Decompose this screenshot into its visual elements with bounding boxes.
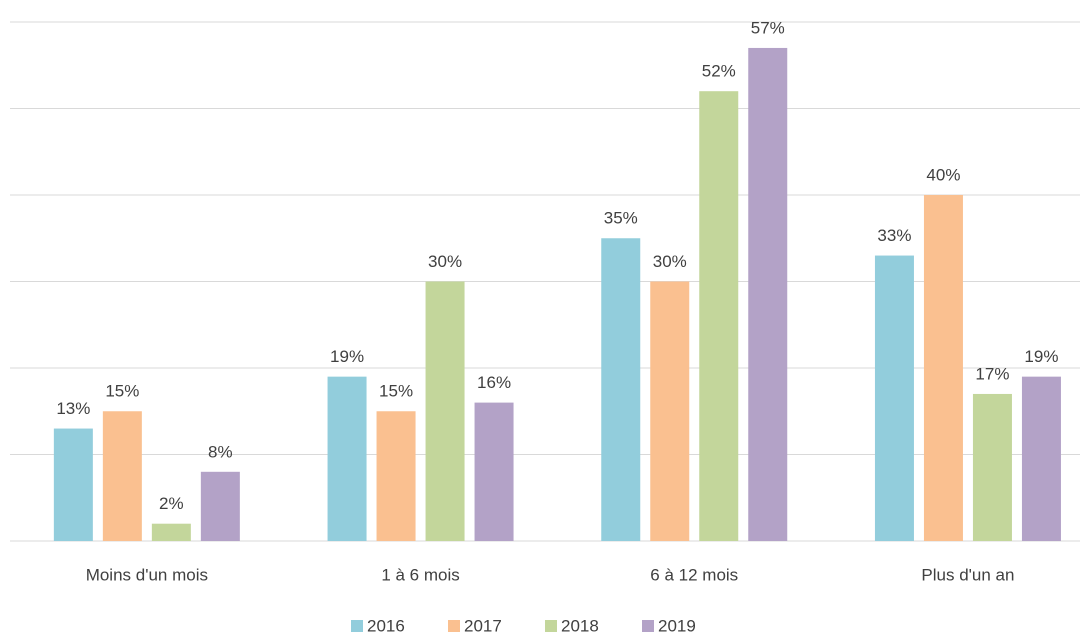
data-label: 19% xyxy=(330,347,364,366)
bar xyxy=(102,411,142,541)
bar xyxy=(1021,376,1061,541)
legend-label: 2016 xyxy=(367,616,405,634)
bar xyxy=(376,411,416,541)
legend-label: 2018 xyxy=(561,616,599,634)
bar xyxy=(874,255,914,542)
data-label: 33% xyxy=(877,226,911,245)
bar xyxy=(327,376,367,541)
bar xyxy=(53,428,93,541)
data-label: 15% xyxy=(379,382,413,401)
legend-label: 2019 xyxy=(658,616,696,634)
data-label: 40% xyxy=(926,165,960,184)
legend-swatch xyxy=(545,620,557,632)
data-label: 57% xyxy=(751,18,785,37)
legend-swatch xyxy=(448,620,460,632)
data-label: 15% xyxy=(105,382,139,401)
bar xyxy=(923,195,963,541)
bar xyxy=(699,91,739,541)
data-label: 30% xyxy=(428,252,462,271)
legend-swatch xyxy=(351,620,363,632)
x-tick-label: Plus d'un an xyxy=(921,565,1014,584)
data-label: 30% xyxy=(653,252,687,271)
data-label: 8% xyxy=(208,442,233,461)
data-label: 19% xyxy=(1024,347,1058,366)
bar xyxy=(425,281,465,541)
legend-swatch xyxy=(642,620,654,632)
bar xyxy=(151,523,191,541)
bar xyxy=(200,471,240,541)
bar xyxy=(748,47,788,541)
data-label: 35% xyxy=(604,209,638,228)
bar xyxy=(972,393,1012,541)
data-label: 17% xyxy=(975,364,1009,383)
data-label: 16% xyxy=(477,373,511,392)
legend-label: 2017 xyxy=(464,616,502,634)
bar xyxy=(474,402,514,541)
bar xyxy=(601,238,641,541)
data-label: 2% xyxy=(159,494,184,513)
x-tick-label: 1 à 6 mois xyxy=(381,565,459,584)
bar xyxy=(650,281,690,541)
x-tick-label: Moins d'un mois xyxy=(86,565,208,584)
data-label: 13% xyxy=(56,399,90,418)
x-tick-label: 6 à 12 mois xyxy=(650,565,738,584)
data-label: 52% xyxy=(702,62,736,81)
